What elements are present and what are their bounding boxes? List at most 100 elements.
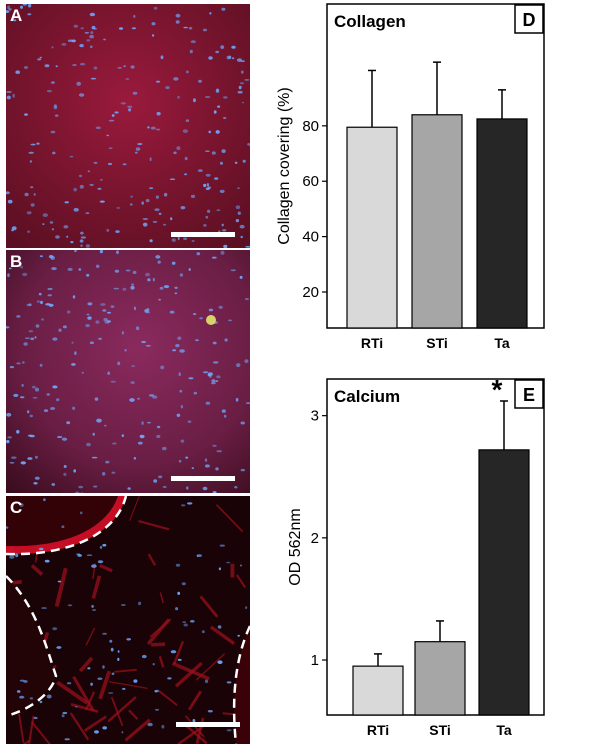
cell-nucleus (238, 85, 242, 90)
cell-nucleus (30, 143, 36, 146)
cell-nucleus (120, 604, 126, 606)
cell-nucleus (141, 421, 144, 425)
cell-nucleus (90, 31, 94, 34)
cell-nucleus (15, 70, 21, 74)
cell-nucleus (240, 235, 243, 239)
cell-nucleus (71, 341, 74, 344)
implant-region-left (6, 576, 56, 716)
cell-nucleus (7, 199, 13, 204)
cell-nucleus (9, 462, 15, 464)
cell-nucleus (32, 385, 36, 389)
cell-nucleus (187, 420, 192, 423)
cell-nucleus (191, 240, 195, 242)
cell-nucleus (211, 256, 217, 259)
cell-nucleus (223, 116, 227, 120)
cell-nucleus (212, 361, 219, 364)
micrograph-c: C (6, 496, 250, 744)
cell-nucleus (43, 498, 46, 502)
cell-nucleus (201, 630, 205, 634)
cell-nucleus (242, 159, 246, 163)
cell-nucleus (131, 27, 136, 30)
cell-nucleus (197, 169, 203, 172)
cell-nucleus (80, 27, 84, 30)
cell-nucleus (11, 456, 17, 459)
cell-nucleus (127, 105, 133, 108)
cell-nucleus (126, 638, 131, 641)
cell-nucleus (6, 412, 12, 417)
cell-nucleus (66, 421, 71, 425)
cell-nucleus (89, 12, 96, 17)
cell-nucleus (30, 186, 34, 189)
boundary-dashed-left (6, 575, 58, 718)
cell-nucleus (137, 143, 143, 145)
cell-nucleus (55, 235, 60, 239)
cell-nucleus (61, 714, 65, 718)
cell-nucleus (29, 697, 34, 700)
cell-nucleus (218, 567, 221, 571)
cell-nucleus (152, 395, 158, 399)
cell-nucleus (29, 160, 33, 163)
cell-nucleus (51, 46, 54, 49)
cell-nucleus (223, 244, 228, 248)
cell-nucleus (128, 108, 132, 112)
tissue-fiber (151, 642, 166, 647)
cell-nucleus (106, 228, 110, 232)
cell-nucleus (95, 320, 100, 324)
cell-nucleus (151, 22, 156, 26)
tissue-fiber (187, 690, 202, 711)
cell-nucleus (51, 228, 55, 231)
cell-nucleus (44, 559, 50, 563)
cell-nucleus (177, 236, 180, 241)
cell-nucleus (159, 286, 164, 290)
cell-nucleus (239, 564, 243, 567)
tissue-fiber (22, 739, 31, 744)
cell-nucleus (222, 229, 227, 232)
cell-nucleus (39, 700, 43, 704)
cell-nucleus (61, 437, 68, 441)
cell-nucleus (113, 287, 120, 290)
cell-nucleus (163, 223, 167, 226)
cell-nucleus (188, 26, 193, 30)
y-tick-label: 40 (302, 229, 319, 246)
cell-nucleus (64, 738, 70, 741)
tissue-fiber (174, 661, 203, 688)
cell-nucleus (184, 156, 188, 161)
cell-nucleus (89, 34, 94, 39)
cell-nucleus (237, 211, 241, 215)
cell-nucleus (134, 151, 138, 154)
cell-nucleus (185, 119, 190, 122)
cell-nucleus (218, 305, 223, 309)
cell-nucleus (52, 337, 58, 341)
cell-nucleus (95, 126, 101, 130)
cell-nucleus (209, 374, 212, 378)
cell-nucleus (150, 126, 156, 130)
cell-nucleus (147, 126, 150, 129)
cell-nucleus (39, 56, 43, 59)
cell-nucleus (46, 89, 52, 93)
y-axis-label: OD 562nm (287, 508, 304, 585)
cell-nucleus (21, 384, 24, 387)
cell-nucleus (191, 467, 194, 470)
cell-nucleus (231, 45, 236, 49)
cell-nucleus (28, 303, 32, 306)
cell-nucleus (202, 486, 208, 491)
cell-nucleus (89, 341, 94, 345)
cell-nucleus (190, 194, 196, 198)
tissue-fiber (235, 574, 247, 589)
cell-nucleus (193, 98, 196, 103)
cell-nucleus (153, 479, 158, 483)
cell-nucleus (111, 672, 115, 676)
cell-nucleus (132, 91, 138, 95)
cell-nucleus (99, 545, 103, 549)
cell-nucleus (56, 646, 62, 649)
micrograph-b-image (6, 250, 250, 493)
tissue-fiber (72, 675, 95, 712)
cell-nucleus (169, 178, 176, 180)
cell-nucleus (246, 402, 250, 404)
cell-nucleus (163, 285, 170, 289)
cell-nucleus (39, 363, 43, 367)
cell-nucleus (135, 326, 140, 331)
tissue-fiber (30, 564, 44, 576)
cell-nucleus (137, 397, 140, 400)
cell-nucleus (122, 163, 127, 166)
